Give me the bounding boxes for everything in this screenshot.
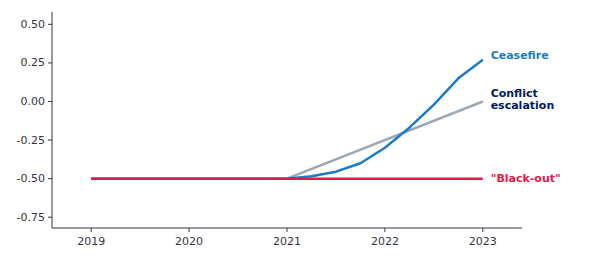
x-tick [189,228,190,232]
x-tick-label: 2021 [273,235,301,248]
y-tick-label: 0.25 [21,56,46,69]
x-tick [91,228,92,232]
y-tick-label: -0.50 [17,172,45,185]
annotation: escalation [491,99,555,112]
y-tick-label: -0.75 [17,211,45,224]
y-tick-label: -0.25 [17,134,45,147]
x-tick-label: 2020 [175,235,203,248]
y-tick [48,217,52,218]
annotation: Conflict [491,87,538,100]
y-axis-line [52,12,53,228]
series-line [91,60,483,179]
chart: 0.50 0.25 0.00 -0.25 -0.50 -0.75 2019 2020 2021 2… [0,0,590,261]
x-tick [384,228,385,232]
x-tick-label: 2023 [469,235,497,248]
annotation: Ceasefire [491,49,549,62]
x-tick-label: 2019 [77,235,105,248]
y-tick [48,140,52,141]
x-tick [482,228,483,232]
y-tick-label: 0.00 [21,95,46,108]
x-tick [287,228,288,232]
y-tick [48,62,52,63]
series-line [91,177,483,180]
y-tick-label: 0.50 [21,18,46,31]
y-tick [48,178,52,179]
x-tick-label: 2022 [371,235,399,248]
y-tick [48,101,52,102]
annotation: "Black-out" [491,172,561,185]
plot-area [91,60,483,179]
y-tick [48,24,52,25]
